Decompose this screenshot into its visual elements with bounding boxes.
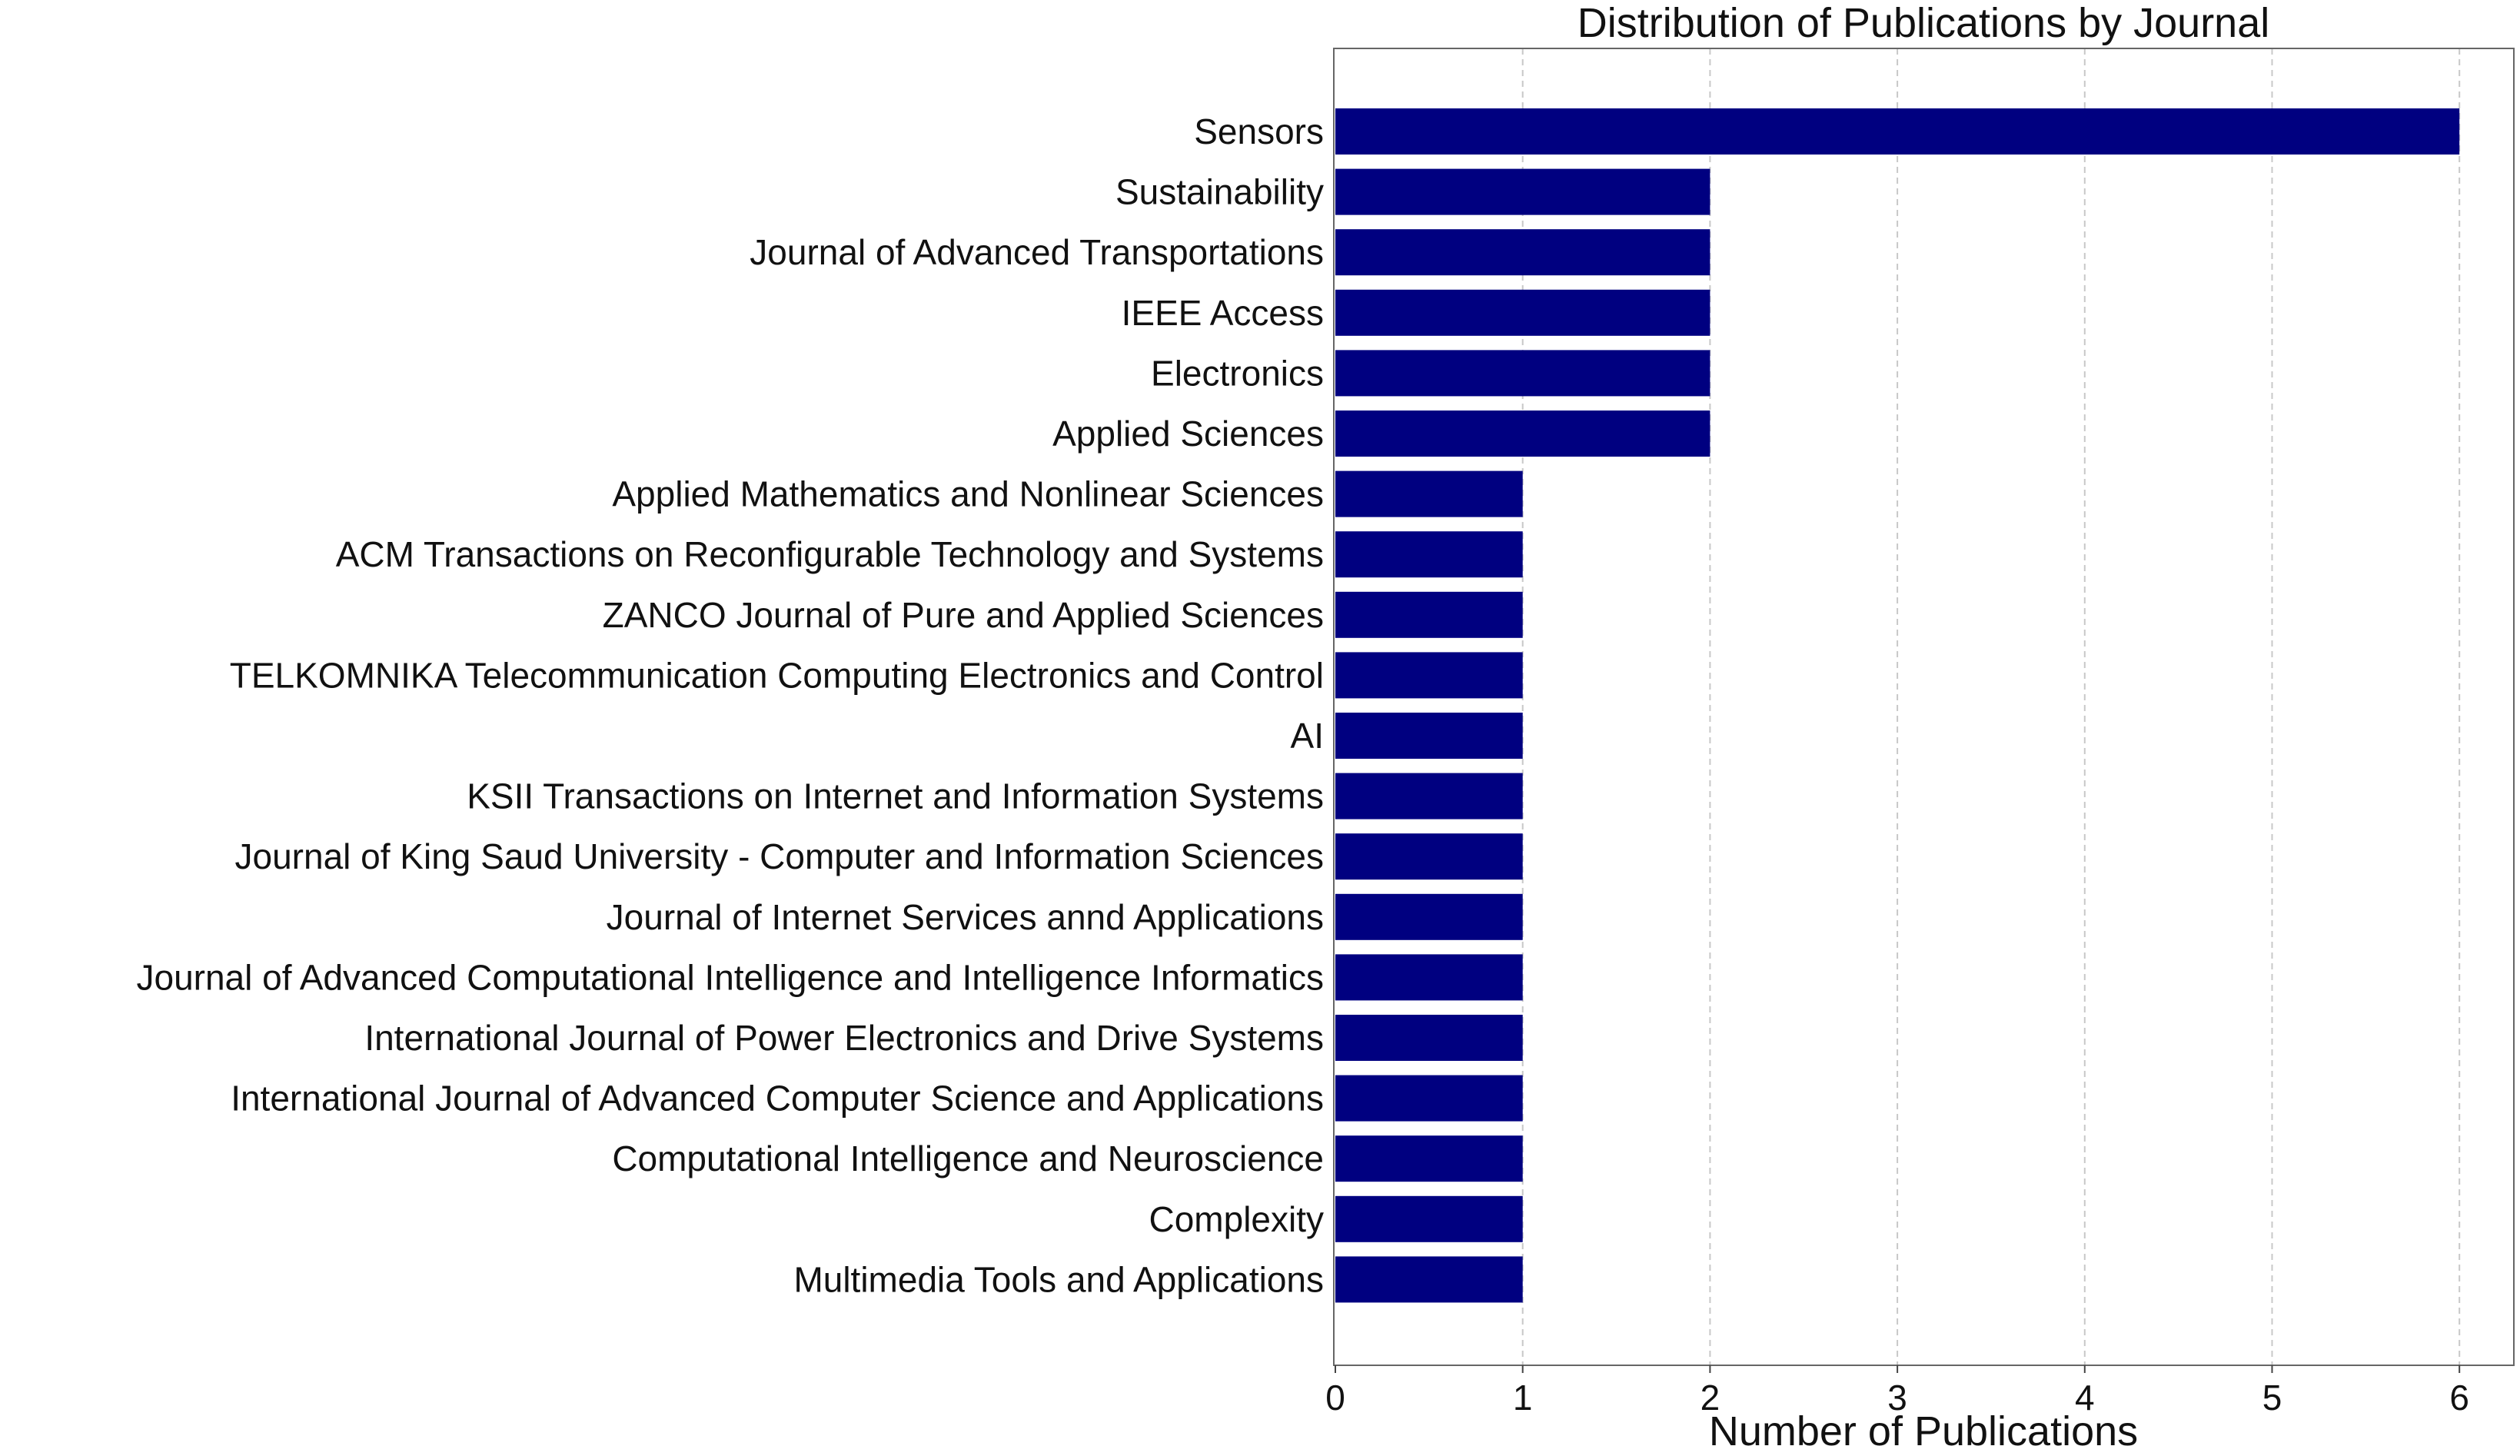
bar-5: [1335, 411, 1710, 457]
category-label-14: Journal of Advanced Computational Intell…: [136, 957, 1324, 997]
bar-14: [1335, 954, 1523, 1001]
category-label-6: Applied Mathematics and Nonlinear Scienc…: [612, 474, 1324, 514]
category-label-18: Complexity: [1149, 1199, 1324, 1239]
x-tick-label-3: 3: [1887, 1378, 1907, 1418]
x-tick-label-0: 0: [1325, 1378, 1345, 1418]
bar-4: [1335, 350, 1710, 397]
x-ticks: 0 1 2 3 4 5 6: [1325, 1365, 2469, 1418]
category-label-5: Applied Sciences: [1052, 414, 1324, 454]
category-label-2: Journal of Advanced Transportations: [750, 232, 1324, 272]
bar-10: [1335, 713, 1523, 759]
bar-12: [1335, 833, 1523, 880]
bar-9: [1335, 652, 1523, 699]
x-tick-label-4: 4: [2075, 1378, 2095, 1418]
x-tick-label-2: 2: [1701, 1378, 1720, 1418]
bar-13: [1335, 893, 1523, 940]
bar-8: [1335, 591, 1523, 638]
bar-3: [1335, 289, 1710, 336]
bar-19: [1335, 1256, 1523, 1303]
x-axis-label: Number of Publications: [1709, 1408, 2138, 1454]
bar-11: [1335, 773, 1523, 819]
category-label-13: Journal of Internet Services annd Applic…: [607, 897, 1324, 937]
category-label-9: TELKOMNIKA Telecommunication Computing E…: [230, 655, 1324, 695]
category-label-19: Multimedia Tools and Applications: [793, 1259, 1324, 1299]
category-label-0: Sensors: [1194, 111, 1324, 151]
bars: [1335, 108, 2460, 1303]
chart-title: Distribution of Publications by Journal: [1577, 0, 2269, 46]
category-label-3: IEEE Access: [1122, 293, 1324, 333]
bar-18: [1335, 1195, 1523, 1242]
category-label-1: Sustainability: [1115, 172, 1324, 212]
bar-0: [1335, 108, 2460, 155]
bar-16: [1335, 1075, 1523, 1122]
bar-1: [1335, 168, 1710, 215]
category-label-4: Electronics: [1151, 353, 1324, 393]
x-tick-label-1: 1: [1513, 1378, 1533, 1418]
category-label-15: International Journal of Power Electroni…: [364, 1018, 1324, 1058]
x-tick-label-6: 6: [2449, 1378, 2469, 1418]
bar-17: [1335, 1135, 1523, 1182]
category-label-12: Journal of King Saud University - Comput…: [235, 836, 1324, 876]
category-label-11: KSII Transactions on Internet and Inform…: [467, 776, 1324, 816]
category-labels: Sensors Sustainability Journal of Advanced…: [136, 111, 1324, 1299]
category-label-7: ACM Transactions on Reconfigurable Techn…: [336, 534, 1324, 574]
bar-7: [1335, 531, 1523, 578]
x-tick-label-5: 5: [2262, 1378, 2282, 1418]
plot-frame: [1333, 48, 2515, 1366]
bar-6: [1335, 470, 1523, 517]
category-label-8: ZANCO Journal of Pure and Applied Scienc…: [603, 595, 1324, 635]
bar-15: [1335, 1015, 1523, 1061]
category-label-10: AI: [1291, 716, 1324, 756]
bar-2: [1335, 229, 1710, 276]
category-label-16: International Journal of Advanced Comput…: [231, 1079, 1324, 1119]
category-label-17: Computational Intelligence and Neuroscie…: [612, 1139, 1324, 1178]
